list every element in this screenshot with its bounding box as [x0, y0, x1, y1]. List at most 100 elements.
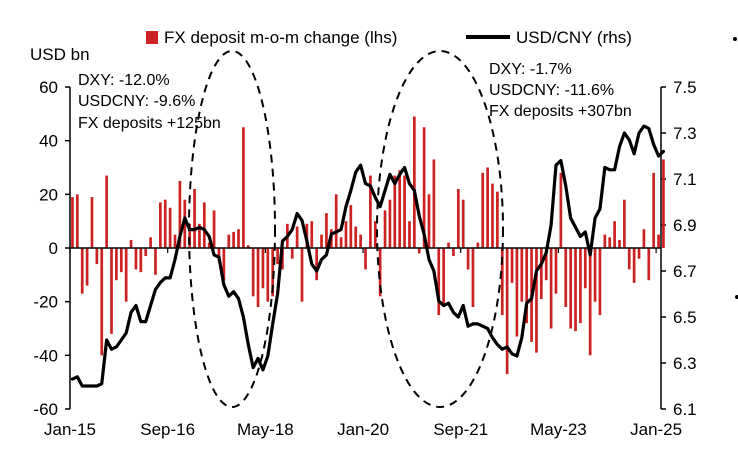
- bar: [657, 234, 660, 248]
- bar-series: [71, 116, 665, 375]
- bar: [237, 229, 240, 248]
- bar: [427, 194, 431, 248]
- bar: [466, 248, 470, 270]
- bar: [261, 248, 265, 289]
- bar: [593, 248, 597, 302]
- annotation-2: DXY: -1.7% USDCNY: -11.6% FX deposits +3…: [489, 61, 632, 120]
- annotation-2-line-1: DXY: -1.7%: [489, 61, 572, 78]
- left-tick-label: 20: [39, 185, 58, 204]
- left-axis-title: USD bn: [30, 45, 90, 64]
- x-tick-label: May-23: [530, 420, 587, 439]
- bar: [227, 234, 231, 248]
- bar: [115, 248, 118, 281]
- bar: [471, 248, 475, 308]
- bar: [579, 248, 582, 324]
- bar: [569, 248, 572, 329]
- bar: [618, 239, 621, 248]
- bar: [315, 248, 318, 281]
- bar: [198, 223, 201, 248]
- right-axis-ticks: 6.1 6.3 6.5 6.7 6.9 7.1 7.3 7.5: [661, 78, 697, 419]
- bar: [144, 248, 148, 257]
- bar: [85, 248, 89, 286]
- bar: [632, 248, 636, 283]
- bar: [505, 248, 509, 375]
- bar: [652, 172, 656, 248]
- edge-dot-top: [733, 37, 737, 41]
- bar: [207, 242, 211, 248]
- bar: [525, 248, 529, 324]
- bar: [383, 210, 387, 248]
- bar: [232, 231, 235, 248]
- left-tick-label: 60: [39, 78, 58, 97]
- right-tick-label: 6.5: [673, 308, 697, 327]
- bar: [129, 239, 133, 248]
- bar: [408, 221, 411, 248]
- annotation-2-line-2: USDCNY: -11.6%: [489, 82, 614, 99]
- annotation-1-line-3: FX deposits +125bn: [78, 115, 221, 132]
- bar: [178, 180, 182, 248]
- bar: [281, 248, 284, 270]
- bar: [364, 248, 367, 270]
- bar: [154, 248, 157, 275]
- bar: [456, 188, 460, 248]
- left-tick-label: -20: [33, 293, 58, 312]
- bar: [300, 248, 304, 302]
- bar: [583, 248, 587, 289]
- bar: [134, 248, 138, 270]
- bar: [437, 248, 441, 316]
- left-tick-label: 0: [49, 239, 58, 258]
- legend-bar-label: FX deposit m-o-m change (lhs): [164, 28, 397, 47]
- bar: [290, 248, 294, 259]
- bar: [119, 248, 123, 273]
- bar: [491, 183, 494, 248]
- bar: [139, 248, 143, 273]
- bar: [168, 207, 172, 248]
- bar: [510, 248, 514, 283]
- bar: [393, 175, 397, 248]
- bar: [544, 248, 548, 281]
- edge-dot-bottom: [735, 295, 738, 299]
- left-tick-label: -60: [33, 400, 58, 419]
- bar: [325, 213, 328, 248]
- bar: [212, 210, 216, 248]
- annotation-1: DXY: -12.0% USDCNY: -9.6% FX deposits +1…: [78, 72, 221, 132]
- bar: [349, 205, 353, 248]
- right-tick-label: 7.3: [673, 124, 697, 143]
- bar: [295, 226, 299, 248]
- right-tick-label: 6.7: [673, 262, 697, 281]
- bar: [105, 175, 108, 248]
- bar: [500, 248, 504, 316]
- bar: [90, 197, 94, 248]
- bar: [251, 248, 255, 297]
- bar: [369, 175, 372, 248]
- bar: [476, 242, 480, 248]
- bar: [662, 159, 665, 248]
- bar: [110, 248, 113, 334]
- bar: [202, 202, 206, 248]
- x-tick-label: Sep-21: [433, 420, 488, 439]
- bar: [359, 234, 362, 248]
- highlight-ellipse-2: [376, 50, 504, 408]
- bar: [334, 194, 338, 248]
- bar: [452, 248, 455, 257]
- right-tick-label: 7.1: [673, 170, 697, 189]
- bar: [486, 167, 489, 248]
- bar: [574, 248, 577, 332]
- bar: [188, 223, 192, 248]
- bar: [447, 242, 450, 248]
- x-tick-label: Jan-20: [337, 420, 389, 439]
- bar: [598, 248, 602, 316]
- bar: [95, 248, 99, 265]
- bar: [549, 248, 553, 329]
- bar: [398, 170, 402, 248]
- bar: [246, 245, 250, 248]
- annotation-1-line-1: DXY: -12.0%: [78, 72, 170, 89]
- bar: [354, 226, 358, 248]
- bar: [163, 199, 167, 248]
- bar: [344, 221, 348, 248]
- bar: [637, 248, 641, 259]
- bar: [373, 221, 377, 248]
- bar: [642, 229, 646, 248]
- bar: [613, 221, 616, 248]
